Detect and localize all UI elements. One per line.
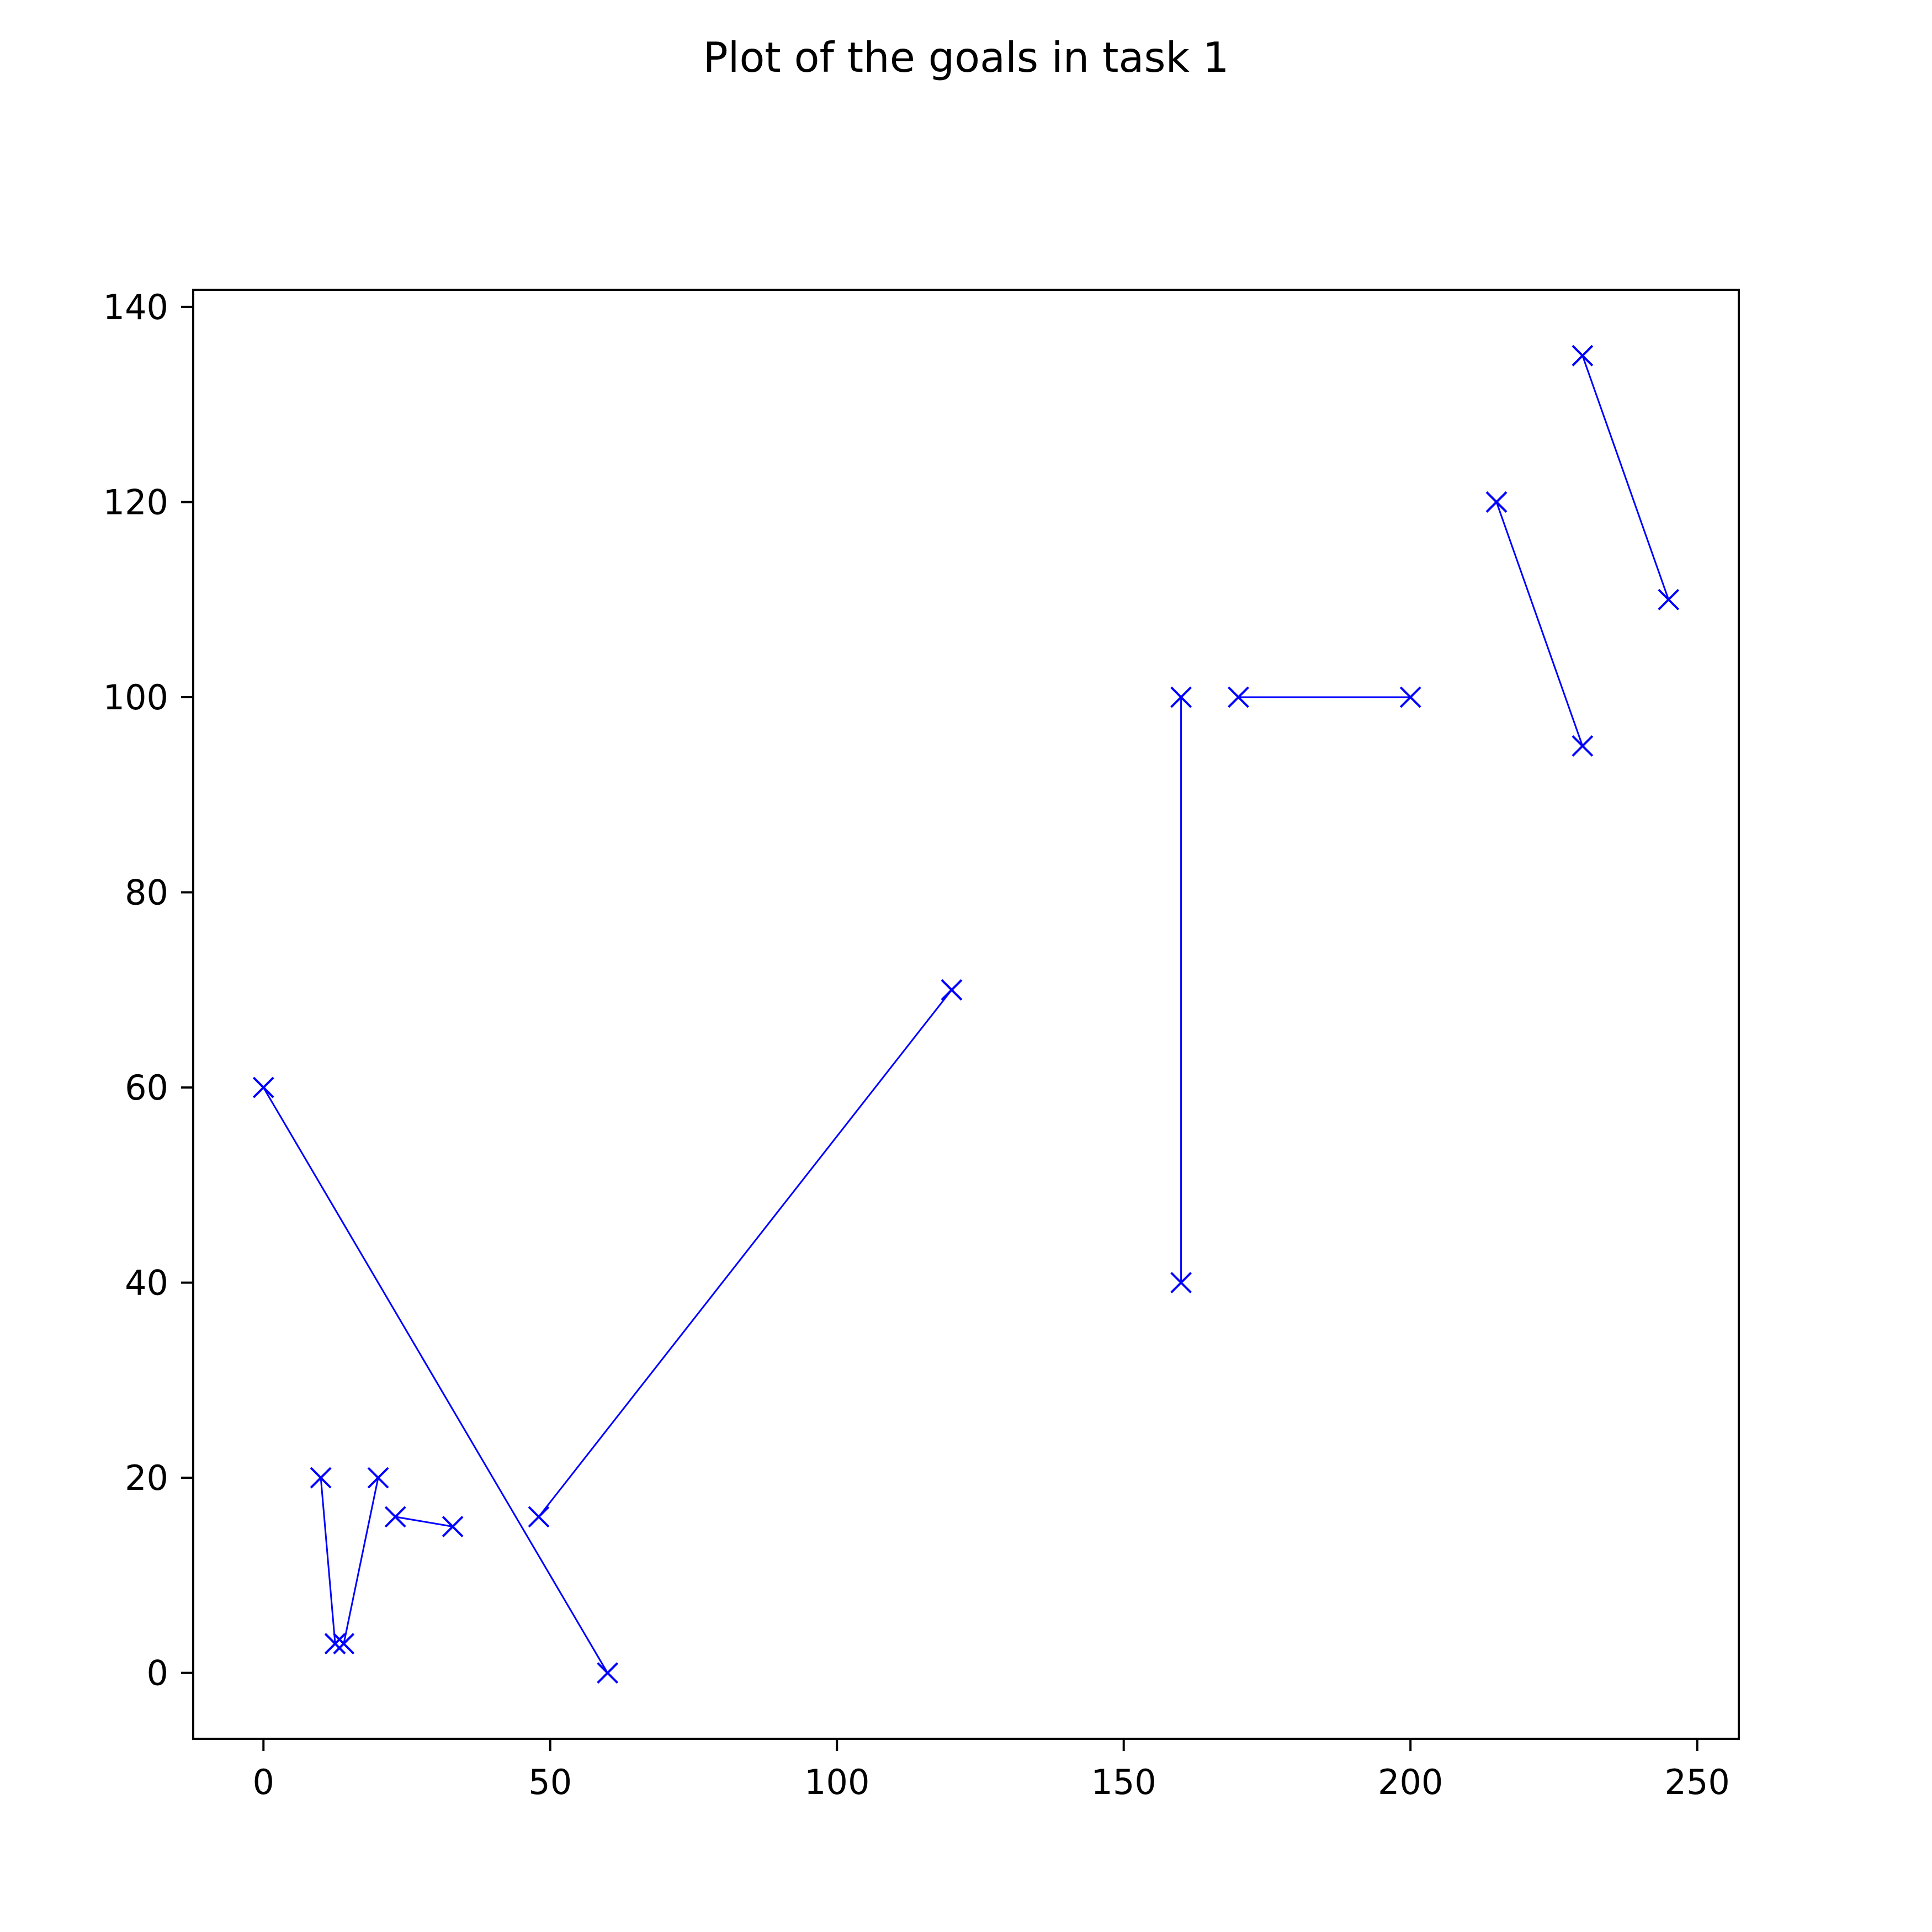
- series-line-8: [1581, 355, 1670, 600]
- x-axis-ticks: 0 50 100 150 200 250: [253, 1739, 1730, 1802]
- y-axis-ticks: 0 20 40 60 80 100 120 140: [103, 287, 193, 1694]
- series-line-3: [395, 1516, 453, 1528]
- series-line-4: [538, 989, 953, 1517]
- y-tick-label: 60: [125, 1068, 168, 1108]
- data-point-marker: [310, 1467, 332, 1489]
- series-line-1: [320, 1478, 336, 1644]
- y-tick-label: 20: [125, 1458, 168, 1498]
- series-line-2: [343, 1477, 379, 1644]
- series-markers: [252, 344, 1680, 1684]
- data-point-marker: [324, 1633, 346, 1655]
- data-point-marker: [1399, 686, 1421, 708]
- chart-title: Plot of the goals in task 1: [703, 33, 1229, 82]
- y-tick-label: 40: [125, 1263, 168, 1303]
- data-point-marker: [367, 1467, 389, 1489]
- data-point-marker: [1228, 686, 1249, 708]
- series-line-7: [1495, 501, 1584, 746]
- data-point-marker: [1572, 344, 1594, 367]
- data-point-marker: [442, 1516, 464, 1537]
- data-point-marker: [1485, 491, 1508, 513]
- y-tick-label: 140: [103, 287, 168, 327]
- y-tick-label: 80: [125, 873, 168, 913]
- x-tick-label: 0: [253, 1762, 274, 1802]
- data-point-marker: [384, 1506, 406, 1528]
- data-point-marker: [1572, 735, 1594, 757]
- data-point-marker: [941, 979, 963, 1001]
- x-tick-label: 250: [1665, 1762, 1730, 1802]
- x-tick-label: 50: [528, 1762, 572, 1802]
- x-tick-label: 100: [804, 1762, 869, 1802]
- plot-frame: [192, 289, 1740, 1740]
- data-point-marker: [252, 1076, 274, 1098]
- data-point-marker: [597, 1662, 619, 1684]
- x-tick-label: 150: [1091, 1762, 1156, 1802]
- y-tick-label: 120: [103, 482, 168, 522]
- series-line-0: [262, 1087, 608, 1674]
- data-point-marker: [1170, 686, 1192, 708]
- series-lines: [262, 355, 1670, 1674]
- y-tick-label: 0: [147, 1653, 168, 1694]
- x-tick-label: 200: [1378, 1762, 1443, 1802]
- data-point-marker: [333, 1633, 355, 1655]
- data-point-marker: [528, 1506, 550, 1528]
- y-tick-label: 100: [103, 677, 168, 718]
- data-point-marker: [1170, 1272, 1192, 1294]
- data-point-marker: [1658, 588, 1680, 611]
